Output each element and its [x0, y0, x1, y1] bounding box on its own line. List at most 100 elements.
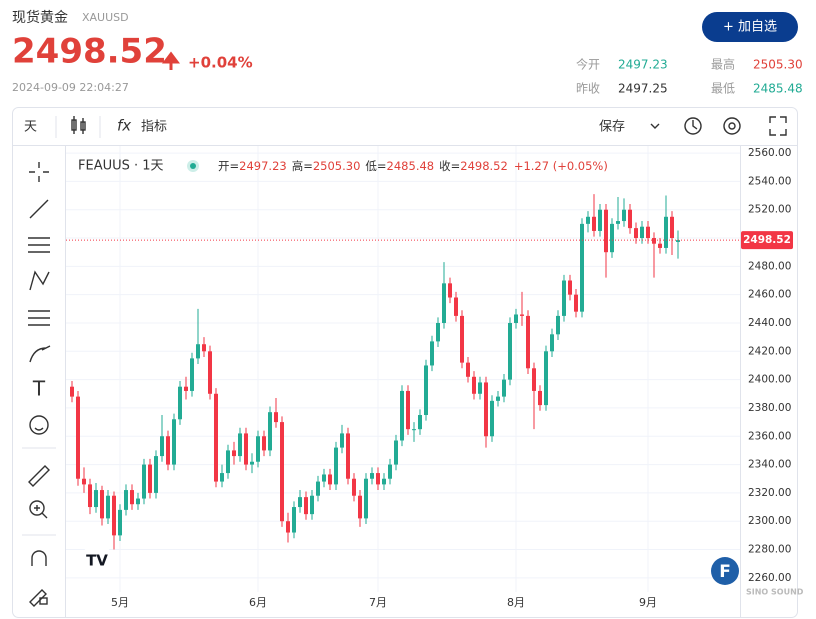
x-tick-label: 8月	[507, 596, 525, 609]
candle-body	[352, 478, 356, 496]
candle-body	[430, 341, 434, 366]
candle-body	[208, 351, 212, 394]
candle-body	[166, 436, 170, 465]
candle-body	[148, 464, 152, 493]
stat-value: 2497.25	[618, 82, 668, 96]
candle-body	[310, 495, 314, 515]
candle-body	[466, 362, 470, 377]
candle-body	[328, 474, 332, 485]
y-tick-label: 2420.00	[748, 345, 791, 357]
candle-body	[628, 209, 632, 229]
ohlc-key: 低=	[365, 159, 386, 173]
zoom-tool[interactable]	[29, 500, 48, 519]
candle-body	[568, 280, 572, 295]
brush-tool[interactable]	[29, 345, 51, 363]
candle-body	[244, 433, 248, 465]
candle-body	[526, 315, 530, 369]
candle-body	[388, 464, 392, 479]
crosshair-tool[interactable]	[29, 162, 49, 182]
candle-body	[346, 433, 350, 479]
save-button[interactable]: 保存	[599, 120, 625, 135]
replay-icon[interactable]	[684, 117, 702, 135]
save-menu[interactable]	[650, 123, 660, 129]
status-dot	[190, 163, 196, 169]
candle-body	[478, 382, 482, 394]
watchlist-button[interactable]	[702, 12, 798, 42]
candle-body	[604, 209, 608, 253]
change-label: +1.27 (+0.05%)	[514, 159, 608, 173]
candle-body	[226, 450, 230, 474]
y-tick-label: 2300.00	[748, 515, 791, 527]
ohlc-key: 高=	[292, 159, 313, 173]
pattern-tool[interactable]	[29, 270, 50, 291]
candle-body	[220, 473, 224, 482]
indicators-button[interactable]: 指标	[141, 120, 167, 135]
candle-body	[154, 456, 158, 493]
candle-body	[136, 498, 140, 505]
candle-type-icon[interactable]	[71, 116, 86, 134]
magnet-tool[interactable]	[31, 550, 47, 566]
candle-body	[460, 315, 464, 363]
candle-body	[664, 216, 668, 248]
fullscreen-icon[interactable]	[769, 116, 787, 136]
chart-frame	[12, 107, 798, 618]
candle-body	[250, 461, 254, 465]
candle-body	[616, 221, 620, 224]
candle-body	[502, 379, 506, 397]
fib-tool[interactable]	[28, 237, 50, 253]
candle-body	[364, 478, 368, 519]
settings-icon[interactable]	[723, 117, 741, 135]
tv-logo: TV	[86, 552, 108, 570]
candle-body	[592, 216, 596, 231]
candle-body	[448, 283, 452, 298]
indicator-icon[interactable]: fx	[117, 117, 131, 135]
projection-tool[interactable]	[28, 310, 50, 326]
candle-body	[514, 314, 518, 323]
candle-body	[286, 521, 290, 533]
last-price-label: 2498.52	[743, 234, 791, 246]
text-tool[interactable]: T	[32, 377, 46, 401]
ohlc-legend: 开=2497.23 高=2505.30 低=2485.48 收=2498.52 +1.2…	[218, 159, 608, 173]
badge: F	[719, 562, 731, 582]
ruler-tool[interactable]	[28, 465, 50, 487]
candle-body	[394, 440, 398, 465]
candle-body	[490, 400, 494, 437]
ohlc-key: 收=	[439, 159, 460, 173]
y-tick-label: 2340.00	[748, 459, 791, 471]
trendline-tool[interactable]	[29, 199, 49, 219]
candle-body	[142, 464, 146, 499]
interval-button[interactable]: 天	[24, 120, 37, 135]
candle-body	[442, 283, 446, 323]
candle-body	[544, 351, 548, 406]
candle-body	[454, 297, 458, 316]
stat-label: 最低	[711, 82, 735, 96]
candle-body	[484, 382, 488, 437]
candle-body	[652, 238, 656, 244]
candle-body	[172, 419, 176, 465]
candle-body	[256, 436, 260, 462]
stat-label: 最高	[711, 57, 735, 72]
candle-body	[106, 495, 110, 519]
candle-body	[232, 450, 236, 457]
candle-body	[292, 507, 296, 533]
grid	[66, 146, 740, 592]
emoji-tool[interactable]	[29, 415, 49, 435]
candle-body	[196, 344, 200, 359]
candle-body	[574, 294, 578, 312]
candle-body	[376, 473, 380, 485]
timestamp: 2024-09-09 22:04:27	[12, 81, 129, 94]
candle-body	[640, 226, 644, 239]
candle-body	[262, 436, 266, 451]
candle-body	[202, 344, 206, 352]
price-change: +0.04%	[188, 54, 253, 72]
candle-body	[184, 386, 188, 391]
y-tick-label: 2360.00	[748, 430, 791, 442]
last-price-tag	[741, 231, 793, 250]
y-tick-label: 2320.00	[748, 487, 791, 499]
candle-body	[496, 396, 500, 401]
ohlc-value: 2498.52	[460, 159, 508, 173]
up-arrow	[162, 51, 180, 70]
stat-value: 2485.48	[753, 82, 803, 96]
watchlist-button-label[interactable]: + 加自选	[723, 20, 777, 35]
lock-tool[interactable]	[29, 589, 48, 607]
